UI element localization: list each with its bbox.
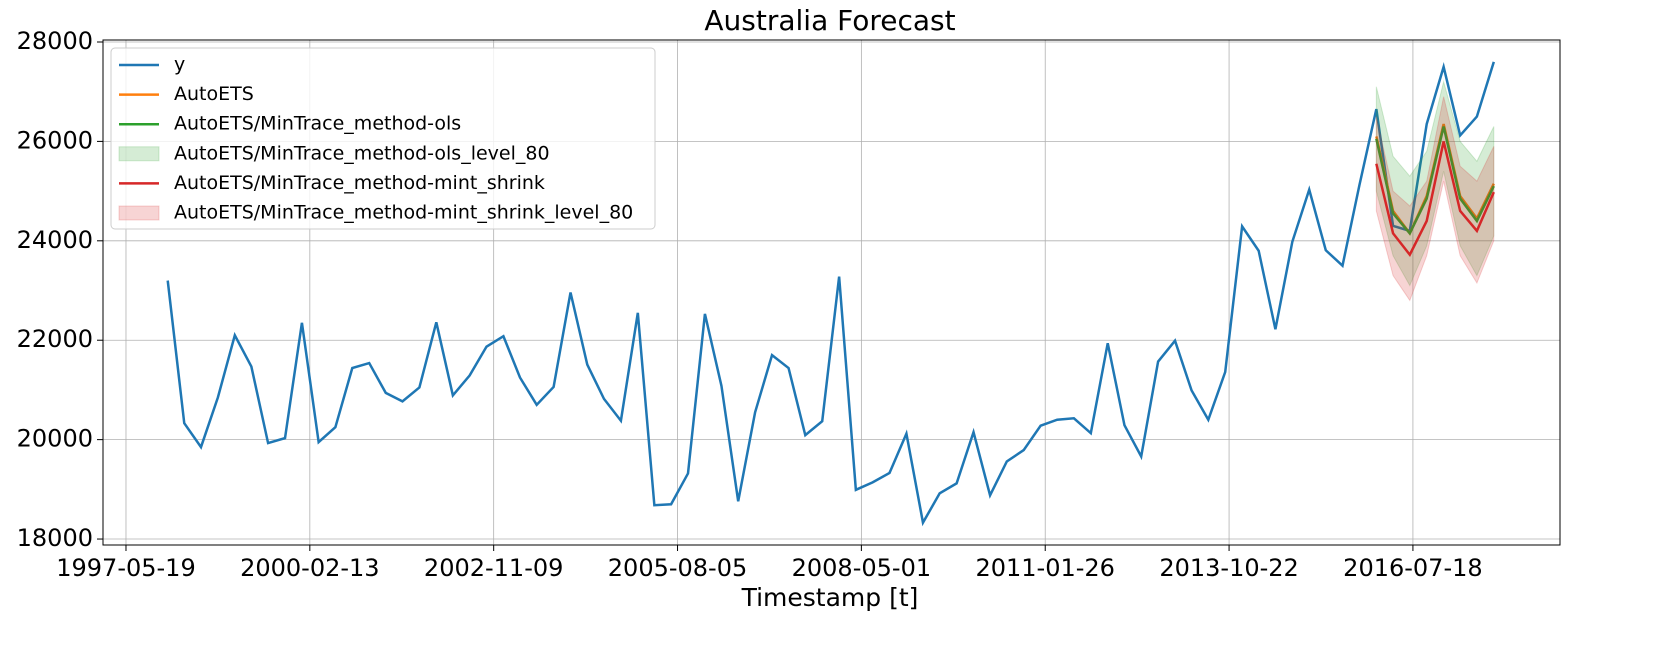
legend-label: AutoETS/MinTrace_method-ols [174, 113, 461, 135]
y-tick-label: 18000 [17, 524, 93, 552]
plot-frame [102, 39, 1561, 546]
x-tick-label: 2013-10-22 [1159, 554, 1298, 582]
legend-label: AutoETS/MinTrace_method-mint_shrink [174, 172, 545, 194]
legend-label: y [174, 54, 185, 76]
x-tick-label: 2002-11-09 [424, 554, 563, 582]
legend-swatch [118, 146, 160, 162]
x-tick-label: 2008-05-01 [792, 554, 931, 582]
legend-swatch [118, 205, 160, 221]
legend-box [110, 47, 656, 230]
legend-label: AutoETS [174, 83, 254, 105]
y-tick-label: 26000 [17, 126, 93, 154]
x-axis-label: Timestamp [t] [741, 583, 919, 612]
y-tick-label: 22000 [17, 325, 93, 353]
x-tick-label: 1997-05-19 [56, 554, 195, 582]
line [1375, 126, 1495, 236]
y-tick-label: 20000 [17, 425, 93, 453]
line [1375, 141, 1495, 258]
x-tick-label: 2011-01-26 [975, 554, 1114, 582]
x-tick-label: 2016-07-18 [1343, 554, 1482, 582]
x-tick-label: 2005-08-05 [608, 554, 747, 582]
legend-label: AutoETS/MinTrace_method-ols_level_80 [174, 142, 550, 164]
x-tick-label: 2000-02-13 [240, 554, 379, 582]
chart-title: Australia Forecast [704, 4, 955, 37]
band [1375, 96, 1495, 302]
y-tick-label: 28000 [17, 27, 93, 55]
legend-label: AutoETS/MinTrace_method-mint_shrink_leve… [174, 202, 633, 224]
y-tick-label: 24000 [17, 226, 93, 254]
line [166, 61, 1496, 527]
